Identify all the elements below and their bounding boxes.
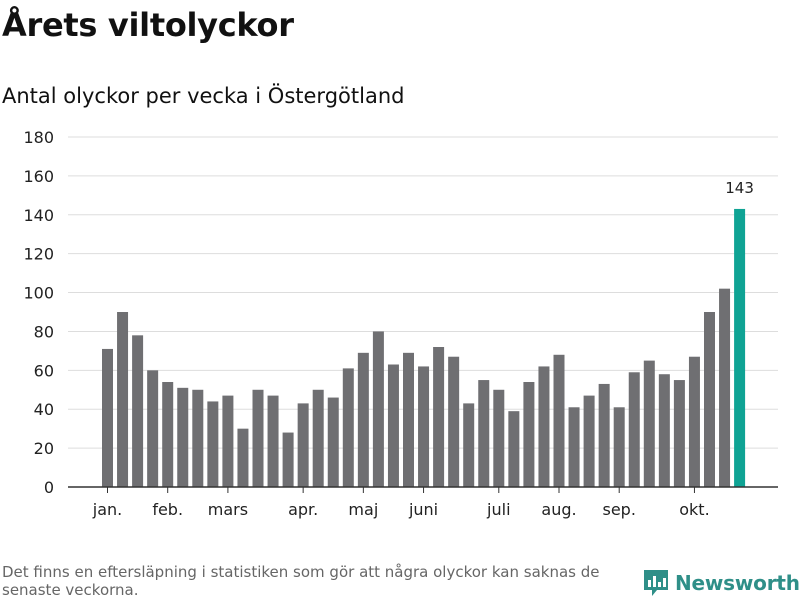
- bar: [387, 364, 399, 487]
- bar: [538, 366, 550, 487]
- brand-logo[interactable]: Newsworthy: [643, 569, 800, 597]
- bar: [583, 395, 595, 487]
- y-tick-label: 180: [23, 128, 54, 147]
- bar: [177, 387, 189, 487]
- bar: [523, 382, 535, 487]
- bar: [102, 348, 113, 487]
- bar: [132, 335, 144, 487]
- x-tick-label-juli: juli: [486, 500, 510, 519]
- bar-highlight: [734, 208, 746, 487]
- bar: [463, 403, 475, 487]
- data-label-peak: 143: [725, 179, 754, 197]
- x-tick-label-apr: apr.: [288, 500, 318, 519]
- bar: [222, 395, 234, 487]
- bar: [643, 360, 655, 487]
- y-tick-label: 40: [34, 400, 54, 419]
- y-tick-label: 120: [23, 245, 54, 264]
- bar: [342, 368, 354, 487]
- bar: [478, 380, 490, 487]
- bar: [252, 389, 264, 487]
- chart-title: Årets viltolyckor: [2, 6, 294, 44]
- x-tick-label-maj: maj: [348, 500, 378, 519]
- bar: [403, 352, 414, 487]
- x-tick-label-juni: juni: [408, 500, 438, 519]
- data-labels: 143: [725, 179, 754, 197]
- x-tick-label-okt: okt.: [679, 500, 709, 519]
- x-tick-label-sep: sep.: [602, 500, 635, 519]
- bar: [282, 432, 294, 487]
- bar: [508, 411, 520, 487]
- bar: [688, 356, 700, 487]
- bar: [267, 395, 279, 487]
- bar: [237, 428, 249, 487]
- bar: [448, 356, 460, 487]
- bar: [162, 382, 174, 487]
- bar: [568, 407, 580, 487]
- y-tick-label: 160: [23, 167, 54, 186]
- y-tick-label: 60: [34, 361, 54, 380]
- bar: [433, 347, 445, 487]
- bar: [418, 366, 430, 487]
- bar: [493, 389, 505, 487]
- bar: [613, 407, 625, 487]
- bar: [372, 331, 384, 487]
- bar-chart: 0 20 40 60 80 100 120 140 160 180 jan. feb. mars apr…: [23, 128, 778, 519]
- bar: [312, 389, 324, 487]
- bar: [117, 312, 129, 487]
- bar: [553, 354, 565, 487]
- bar: [673, 380, 685, 487]
- chart-subtitle: Antal olyckor per vecka i Östergötland: [2, 84, 405, 108]
- y-tick-label: 140: [23, 206, 54, 225]
- y-axis-ticks: 0 20 40 60 80 100 120 140 160 180: [23, 128, 54, 497]
- bar: [297, 403, 309, 487]
- bar: [628, 372, 640, 487]
- x-tick-label-feb: feb.: [152, 500, 183, 519]
- y-tick-label: 0: [44, 478, 54, 497]
- x-tick-label-mars: mars: [208, 500, 248, 519]
- bar: [658, 374, 670, 487]
- footnote: Det finns en eftersläpning i statistiken…: [2, 563, 600, 599]
- x-axis-ticks: jan. feb. mars apr. maj juni juli aug. sep. okt.: [92, 487, 710, 519]
- y-tick-label: 80: [34, 322, 54, 341]
- y-tick-label: 20: [34, 439, 54, 458]
- x-tick-label-aug: aug.: [541, 500, 576, 519]
- bar: [192, 389, 204, 487]
- bar: [704, 312, 715, 487]
- bar: [719, 288, 731, 487]
- bar: [598, 383, 610, 487]
- newsworthy-logo-icon: [644, 570, 668, 596]
- x-tick-label-jan: jan.: [92, 500, 122, 519]
- y-tick-label: 100: [23, 284, 54, 303]
- bar: [357, 352, 369, 487]
- bar: [147, 370, 159, 487]
- brand-name: Newsworthy: [675, 571, 800, 595]
- bars: [102, 208, 746, 487]
- bar: [327, 397, 339, 487]
- bar: [207, 401, 219, 487]
